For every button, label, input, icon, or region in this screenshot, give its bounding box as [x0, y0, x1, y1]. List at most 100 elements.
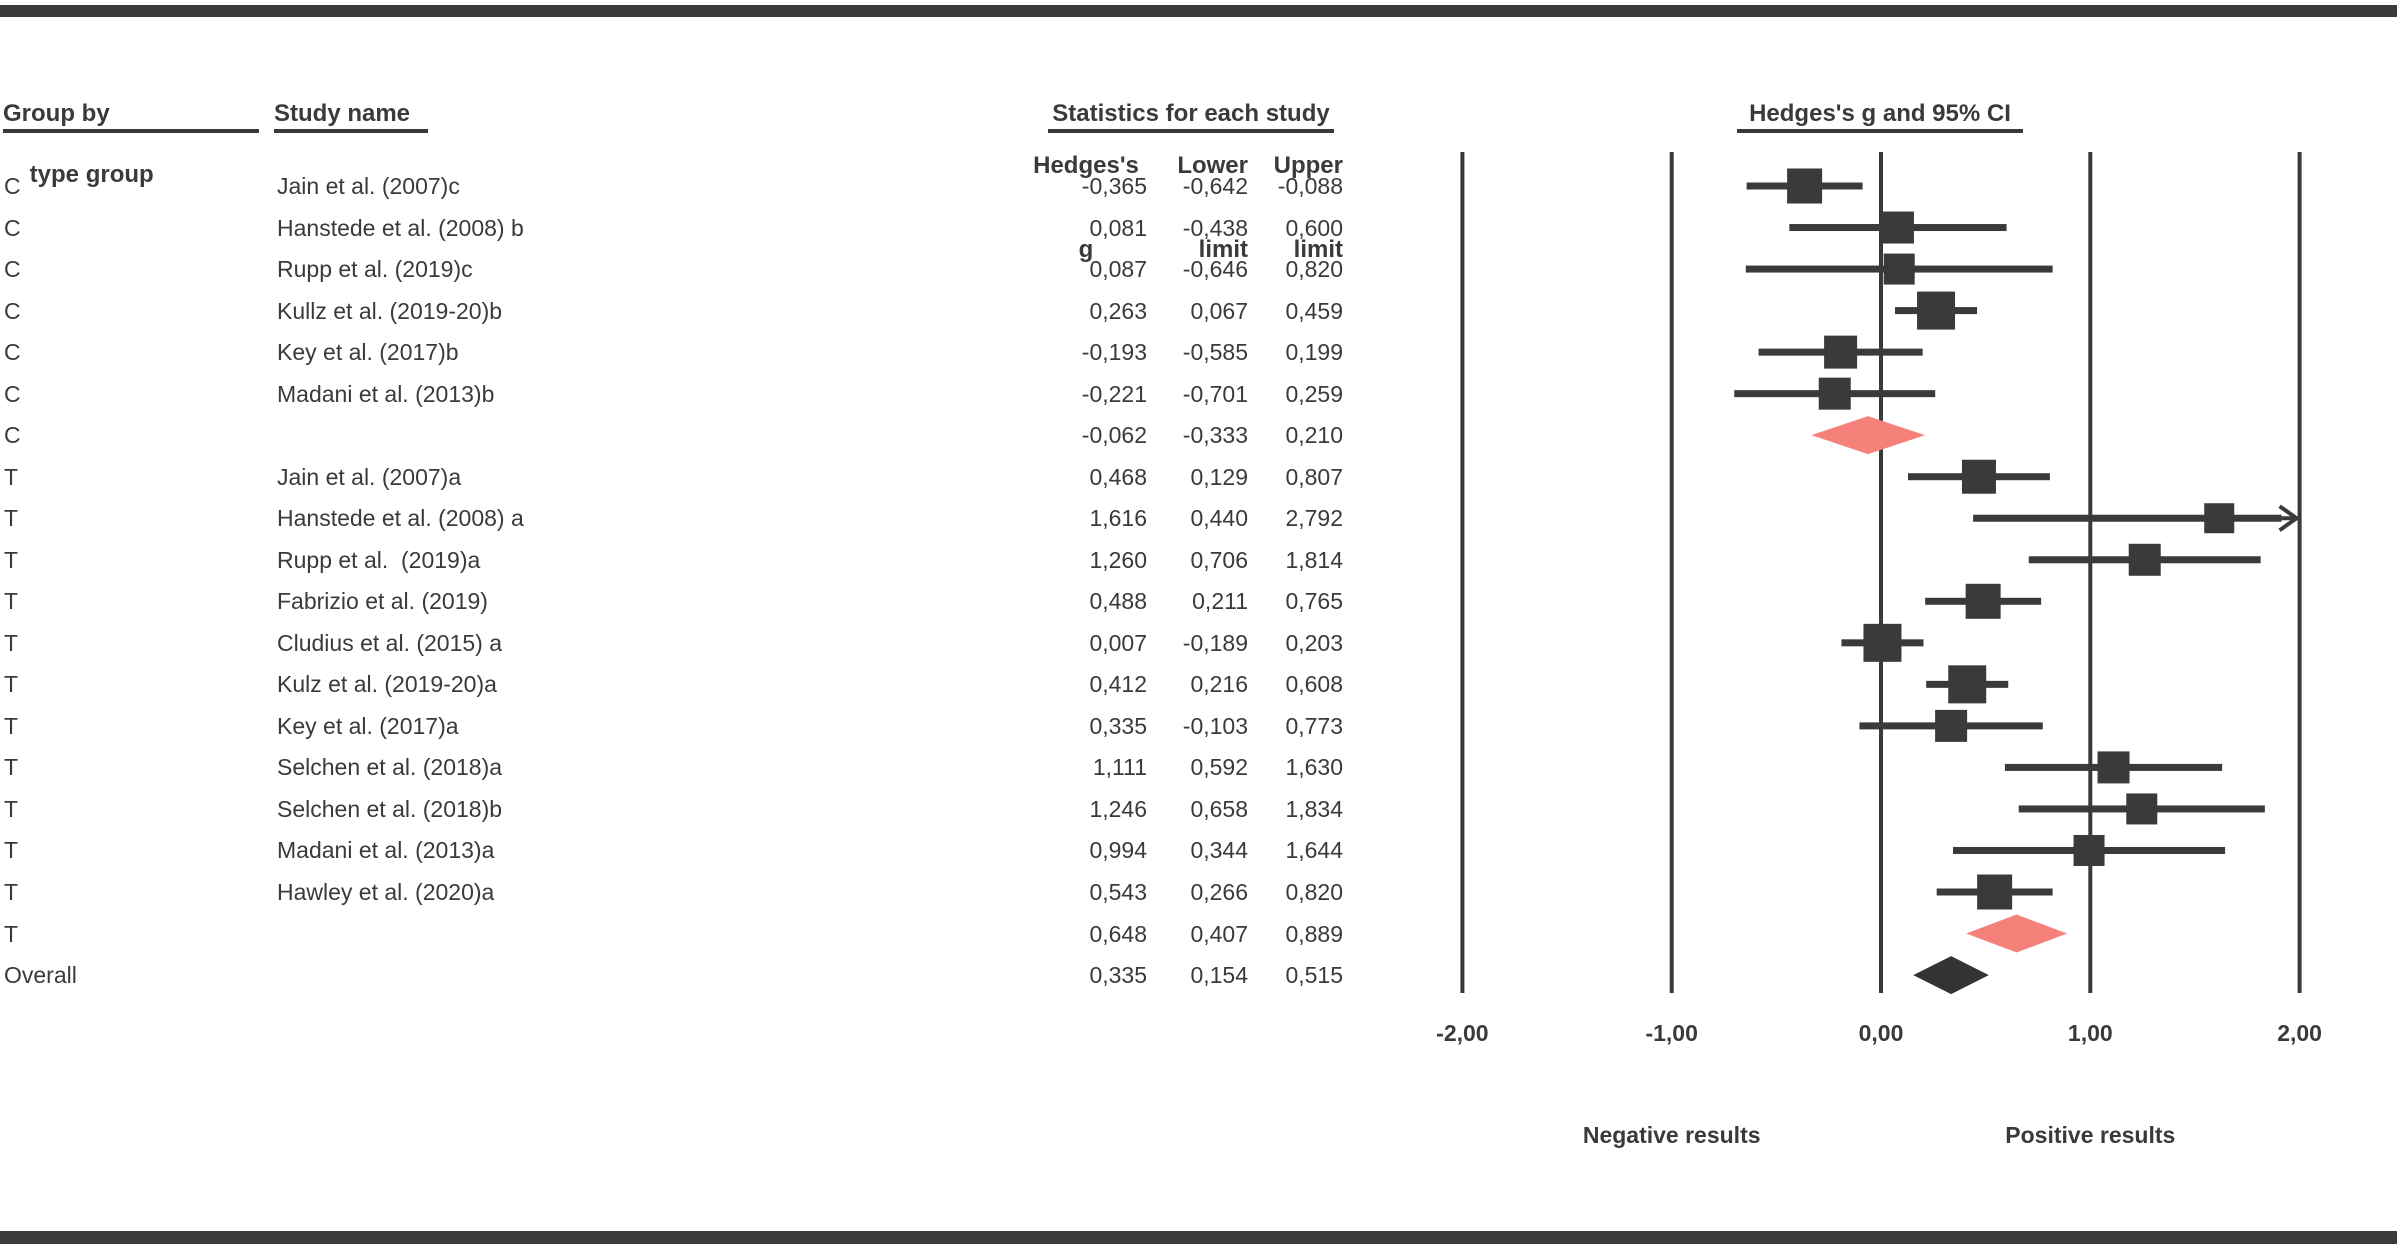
- lower-limit-cell: 0,067: [1190, 297, 1248, 324]
- upper-limit-column-header: Upper limit: [1228, 96, 1343, 320]
- study-cell: Madani et al. (2013)b: [277, 380, 495, 407]
- effect-square: [2097, 751, 2130, 784]
- upper-limit-cell: 0,259: [1285, 380, 1343, 407]
- group-cell: T: [4, 629, 19, 656]
- study-cell: Cludius et al. (2015) a: [277, 629, 503, 656]
- upper-limit-cell: 1,814: [1285, 546, 1343, 573]
- study-cell: Rupp et al. (2019)a: [277, 546, 481, 573]
- lower-limit-cell: -0,438: [1182, 214, 1248, 241]
- lower-limit-cell: 0,407: [1190, 920, 1248, 947]
- hedges-g-cell: -0,062: [1081, 422, 1147, 449]
- ci-bar: [1973, 514, 2282, 522]
- study-cell: Fabrizio et al. (2019): [277, 588, 488, 615]
- hedges-g-cell: -0,193: [1081, 339, 1147, 366]
- upper-limit-cell: 0,515: [1285, 962, 1343, 989]
- effect-square: [2073, 834, 2105, 866]
- group-cell: C: [4, 422, 21, 449]
- upper-limit-cell: 0,765: [1285, 588, 1343, 615]
- axis-line: [1460, 152, 1465, 993]
- group-cell: C: [4, 256, 21, 283]
- effect-square: [1881, 211, 1914, 244]
- statistics-header-text: Statistics for each study: [1048, 100, 1334, 133]
- group-by-header-line2: type group: [29, 161, 154, 188]
- hedges-g-cell: 0,081: [1089, 214, 1147, 241]
- group-cell: C: [4, 173, 21, 199]
- hedges-g-cell: 0,543: [1089, 879, 1147, 905]
- lower-limit-cell: 0,344: [1190, 837, 1248, 864]
- hedges-g-cell: 1,616: [1089, 505, 1147, 532]
- axis-line: [2297, 152, 2302, 993]
- study-cell: Hanstede et al. (2008) b: [277, 214, 524, 241]
- bottom-rule: [0, 1231, 2397, 1244]
- lower-limit-cell: -0,646: [1182, 256, 1248, 283]
- overall-diamond: [1913, 956, 1989, 995]
- upper-limit-cell: 0,807: [1285, 463, 1343, 490]
- effect-square: [1965, 583, 2001, 619]
- group-by-header: Group by type group: [3, 44, 259, 217]
- study-name-header: Study name: [274, 44, 428, 189]
- group-cell: T: [4, 588, 19, 615]
- study-cell: Selchen et al. (2018)b: [277, 795, 503, 822]
- upper-limit-cell: -0,088: [1277, 173, 1343, 199]
- group-cell: T: [4, 879, 19, 905]
- axis-tick-label: -2,00: [1436, 1020, 1489, 1046]
- group-cell: C: [4, 297, 21, 324]
- hedges-g-column-header-line1: Hedges's: [1033, 152, 1139, 179]
- effect-square: [1818, 377, 1851, 410]
- effect-square: [1883, 253, 1915, 285]
- lower-limit-cell: -0,642: [1182, 173, 1248, 199]
- study-cell: Jain et al. (2007)c: [277, 173, 460, 199]
- effect-square: [1935, 709, 1968, 742]
- study-cell: Jain et al. (2007)a: [277, 463, 462, 490]
- hedges-g-cell: -0,365: [1081, 173, 1147, 199]
- lower-limit-cell: 0,211: [1192, 588, 1248, 615]
- lower-limit-column-header-line1: Lower: [1177, 152, 1248, 179]
- axis-tick-label: -1,00: [1645, 1020, 1698, 1046]
- hedges-g-column-header: Hedges's g: [1006, 96, 1166, 320]
- lower-limit-cell: 0,154: [1190, 962, 1248, 989]
- statistics-header: Statistics for each study: [1048, 44, 1334, 189]
- ci-bar-extension: [2281, 516, 2295, 521]
- study-cell: Kullz et al. (2019-20)b: [277, 297, 503, 324]
- axis-line: [1669, 152, 1674, 993]
- group-cell: T: [4, 712, 19, 739]
- hedges-g-cell: 1,111: [1092, 754, 1147, 781]
- study-name-header-text: Study name: [274, 100, 428, 133]
- lower-limit-cell: 0,658: [1190, 795, 1248, 822]
- hedges-g-cell: 0,335: [1089, 962, 1147, 989]
- lower-limit-cell: -0,333: [1182, 422, 1248, 449]
- hedges-g-cell: 0,994: [1089, 837, 1147, 864]
- upper-limit-cell: 0,889: [1285, 920, 1343, 947]
- upper-limit-cell: 1,630: [1285, 754, 1343, 781]
- hedges-g-cell: 0,335: [1089, 712, 1147, 739]
- group-cell: Overall: [4, 962, 77, 989]
- upper-limit-cell: 0,210: [1285, 422, 1343, 449]
- lower-limit-cell: 0,129: [1190, 463, 1248, 490]
- axis-line: [2088, 152, 2093, 993]
- effect-square: [1787, 168, 1823, 204]
- effect-square: [2204, 503, 2235, 534]
- effect-square: [2126, 793, 2158, 825]
- upper-limit-cell: 0,203: [1285, 629, 1343, 656]
- group-cell: T: [4, 920, 19, 947]
- hedges-g-cell: 0,412: [1089, 671, 1147, 698]
- study-cell: Hawley et al. (2020)a: [277, 879, 495, 905]
- group-by-header-line1: Group by: [3, 100, 259, 133]
- upper-limit-cell: 0,199: [1285, 339, 1343, 366]
- effect-square: [1977, 874, 2013, 910]
- group-cell: T: [4, 754, 19, 781]
- group-cell: T: [4, 463, 19, 490]
- negative-results-label: Negative results: [1582, 1122, 1761, 1148]
- study-cell: Rupp et al. (2019)c: [277, 256, 473, 283]
- hedges-g-cell: 0,263: [1089, 297, 1147, 324]
- effect-square: [2128, 543, 2161, 576]
- upper-limit-column-header-line1: Upper: [1273, 152, 1343, 179]
- upper-limit-cell: 0,608: [1285, 671, 1343, 698]
- upper-limit-cell: 1,834: [1285, 795, 1343, 822]
- lower-limit-cell: -0,103: [1182, 712, 1248, 739]
- upper-limit-cell: 0,459: [1285, 297, 1343, 324]
- summary-diamond: [1811, 416, 1925, 455]
- group-cell: C: [4, 380, 21, 407]
- study-cell: Madani et al. (2013)a: [277, 837, 495, 864]
